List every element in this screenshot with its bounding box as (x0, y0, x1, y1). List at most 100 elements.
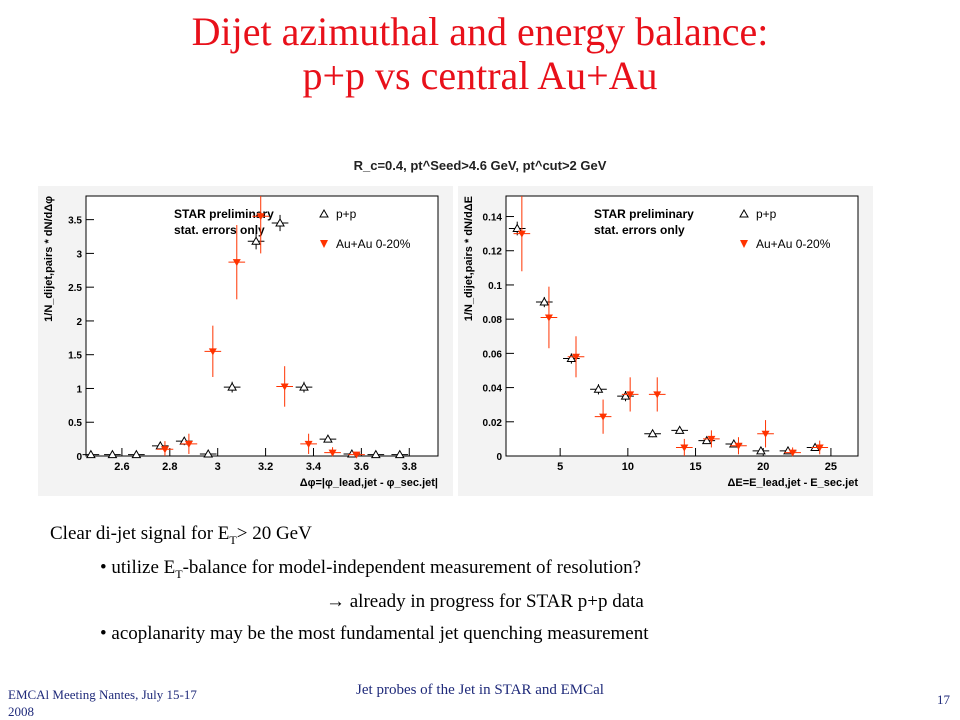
pp-point (131, 449, 142, 459)
auau-point (599, 413, 608, 421)
y-tick-label: 0.08 (483, 315, 503, 326)
pp-point (370, 449, 381, 459)
x-tick-label: 3.8 (402, 461, 417, 473)
pp-point (647, 428, 658, 438)
y-tick-label: 0 (76, 452, 82, 463)
auau-point (707, 435, 716, 443)
auau-point (761, 430, 770, 438)
pp-point (275, 218, 285, 227)
auau-point (352, 451, 361, 459)
y-tick-label: 0.5 (68, 418, 82, 429)
legend-text: STAR preliminary (174, 207, 274, 221)
y-tick-label: 0 (496, 452, 502, 463)
pp-point (394, 449, 405, 459)
pp-point (227, 382, 238, 391)
x-tick-label: 2.8 (162, 461, 177, 473)
plot-frame (505, 195, 859, 457)
auau-point (232, 259, 241, 267)
x-tick-label: 20 (757, 461, 769, 473)
y-tick-label: 0.1 (488, 281, 502, 292)
slide-title: Dijet azimuthal and energy balance: p+p … (0, 10, 960, 98)
auau-point (544, 314, 553, 322)
auau-point (680, 444, 689, 452)
pp-point (512, 223, 523, 232)
legend-text: STAR preliminary (594, 207, 694, 221)
auau-point (280, 383, 289, 391)
x-tick-label: 5 (557, 461, 563, 473)
pp-point (756, 445, 766, 455)
y-tick-label: 3.5 (68, 216, 82, 227)
auau-point (208, 348, 217, 356)
legend-marker-pp (739, 208, 749, 218)
caption-text: > 20 GeV (236, 523, 312, 544)
x-tick-label: 3.4 (306, 461, 322, 473)
pp-point (203, 448, 214, 458)
cut-label: R_c=0.4, pt^Seed>4.6 GeV, pt^cut>2 GeV (353, 158, 607, 173)
caption-text: -balance for model-independent measureme… (182, 557, 642, 578)
energy-chart: 5 10 15 20 25 0 0.02 0.04 0.06 0.08 0.1 0.12 0.14 ΔE=… (458, 186, 873, 496)
x-axis-label: Δφ=|φ_lead,jet - φ_sec.jet| (300, 477, 438, 489)
pp-point (566, 353, 577, 362)
y-tick-label: 2 (76, 317, 82, 328)
azimuthal-chart: 2.6 2.8 3 3.2 3.4 3.6 3.8 0 0.5 1 1.5 2 2.5 3 3.5 Δφ=|φ… (38, 186, 453, 496)
y-tick-label: 0.02 (483, 418, 503, 429)
legend-marker-auau (320, 240, 328, 248)
auau-point (788, 449, 797, 457)
caption-bullet-1: • utilize ET-balance for model-independe… (100, 556, 641, 586)
pp-point (323, 434, 333, 443)
x-tick-label: 2.6 (114, 461, 129, 473)
title-line-2: p+p vs central Au+Au (302, 53, 658, 98)
legend-marker-auau (740, 240, 748, 248)
caption-arrow-line: → already in progress for STAR p+p data (326, 591, 644, 612)
pp-point (251, 236, 261, 245)
footer-meeting: EMCAl Meeting Nantes, July 15-17 2008 (8, 687, 197, 719)
legend-series-label: Au+Au 0-20% (756, 237, 831, 251)
y-tick-label: 0.14 (483, 213, 503, 224)
x-axis-label: ΔE=E_lead,jet - E_sec.jet (727, 477, 858, 489)
azimuthal-panel: 2.6 2.8 3 3.2 3.4 3.6 3.8 0 0.5 1 1.5 2 2.5 3 3.5 Δφ=|φ… (38, 186, 453, 496)
auau-point (160, 446, 169, 454)
legend-series-label: p+p (336, 207, 357, 221)
auau-point (734, 442, 743, 450)
auau-point (256, 213, 265, 221)
pp-point (299, 382, 309, 391)
footer-page-number: 17 (937, 692, 950, 707)
auau-point (517, 230, 526, 238)
legend-series-label: Au+Au 0-20% (336, 237, 411, 251)
plot-frame (85, 195, 439, 457)
y-tick-label: 0.04 (483, 384, 503, 395)
auau-point (626, 391, 635, 399)
auau-point (304, 440, 313, 448)
auau-point (815, 444, 824, 452)
caption-line-1: Clear di-jet signal for ET> 20 GeV (50, 522, 312, 552)
y-tick-label: 0.06 (483, 349, 503, 360)
pp-point (701, 435, 712, 445)
x-tick-label: 25 (825, 461, 837, 473)
auau-point (653, 391, 662, 399)
legend-text: stat. errors only (174, 223, 265, 237)
auau-point (572, 353, 581, 361)
caption-bullet-2: • acoplanarity may be the most fundament… (100, 623, 649, 644)
x-tick-label: 3.2 (258, 461, 273, 473)
y-axis-label: 1/N_dijet,pairs * dN/dΔφ (43, 196, 55, 322)
y-axis-label: 1/N_dijet,pairs * dN/dΔE (463, 196, 475, 321)
title-line-1: Dijet azimuthal and energy balance: (191, 9, 769, 54)
pp-point (674, 425, 685, 434)
x-tick-label: 3 (215, 461, 221, 473)
pp-point (539, 297, 550, 306)
caption-sub: T (229, 532, 237, 547)
y-tick-label: 3 (76, 249, 82, 260)
pp-point (86, 449, 96, 459)
y-tick-label: 2.5 (68, 283, 82, 294)
x-tick-label: 10 (622, 461, 634, 473)
x-tick-label: 3.6 (354, 461, 369, 473)
x-tick-label: 15 (689, 461, 701, 473)
caption-text: Clear di-jet signal for E (50, 523, 230, 544)
energy-panel: 5 10 15 20 25 0 0.02 0.04 0.06 0.08 0.1 0.12 0.14 ΔE=… (458, 186, 873, 496)
pp-point (593, 384, 604, 393)
auau-point (184, 440, 193, 448)
auau-point (328, 449, 337, 457)
caption-sub: T (175, 566, 183, 581)
pp-point (107, 449, 118, 459)
y-tick-label: 0.12 (483, 247, 503, 258)
